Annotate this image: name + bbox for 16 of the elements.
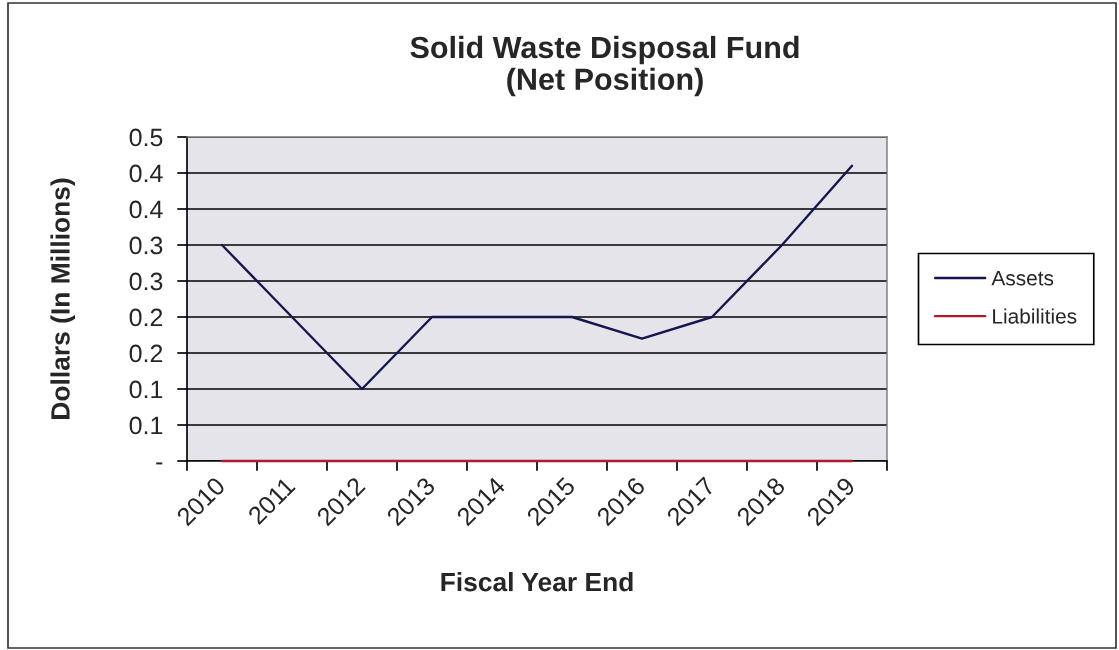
x-axis-title: Fiscal Year End (441, 572, 633, 592)
y-tick-label: 0.3 (129, 236, 163, 255)
chart-title: Solid Waste Disposal Fund (Net Position) (410, 35, 799, 97)
line-series (220, 164, 854, 391)
y-tick-label: 0.4 (129, 164, 163, 183)
y-tick-label: 0.2 (129, 308, 163, 327)
y-axis-title: Dollars (In Millions) (50, 178, 75, 419)
y-tick-label: - (156, 462, 163, 465)
legend-label: Assets (991, 270, 1054, 286)
y-tick-label: 0.3 (129, 272, 163, 291)
y-tick-label: 0.4 (129, 200, 163, 219)
y-tick-label: 0.1 (129, 416, 163, 435)
y-tick-label: 0.2 (129, 344, 163, 363)
y-tick-label: 0.1 (129, 380, 163, 399)
legend-label: Liabilities (993, 308, 1077, 324)
y-tick-label: 0.5 (129, 128, 163, 147)
